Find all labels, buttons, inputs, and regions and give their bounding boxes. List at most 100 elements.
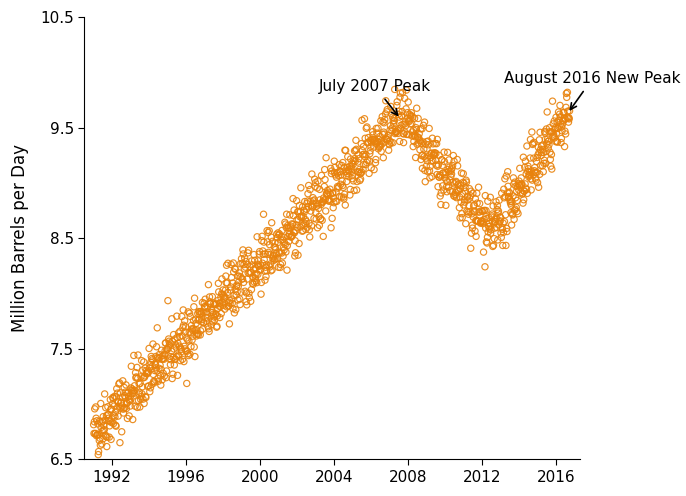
Point [213,288,224,296]
Point [362,139,373,147]
Point [377,140,388,148]
Point [282,222,293,230]
Point [390,128,401,136]
Point [368,143,379,151]
Point [378,128,389,136]
Point [530,169,541,177]
Point [554,123,565,131]
Point [150,367,161,374]
Point [432,135,443,143]
Point [219,293,230,301]
Point [305,186,316,193]
Point [368,131,379,139]
Point [290,227,301,235]
Point [451,178,462,186]
Point [501,228,512,236]
Point [527,140,538,148]
Point [250,271,261,279]
Point [534,128,545,136]
Point [521,142,532,150]
Point [224,297,235,305]
Point [180,328,191,336]
Point [255,266,265,274]
Point [182,336,193,344]
Point [534,170,545,178]
Point [114,402,125,410]
Point [331,197,342,205]
Point [189,294,200,302]
Point [129,382,140,390]
Point [405,115,416,123]
Point [351,145,362,153]
Point [361,124,372,132]
Point [231,282,242,290]
Point [130,369,141,376]
Point [255,261,266,269]
Point [288,229,299,237]
Point [341,178,352,186]
Point [330,197,341,205]
Point [473,184,484,191]
Point [273,231,284,239]
Point [407,132,418,140]
Point [103,414,114,422]
Point [482,215,493,223]
Point [458,170,469,178]
Point [121,405,132,413]
Point [548,130,559,138]
Point [326,170,337,178]
Point [361,158,372,166]
Point [139,373,150,381]
Point [448,152,459,160]
Point [206,317,217,325]
Point [215,310,226,317]
Point [168,354,179,362]
Point [240,257,251,265]
Point [125,392,136,400]
Point [194,310,205,318]
Point [102,433,113,441]
Point [142,368,153,376]
Point [519,163,530,171]
Point [413,139,424,147]
Point [162,345,173,353]
Point [469,207,480,215]
Point [95,424,106,432]
Point [149,379,160,387]
Point [215,299,226,307]
Point [185,350,196,358]
Point [259,276,270,284]
Point [426,149,437,157]
Point [432,162,443,170]
Point [178,358,189,366]
Point [353,168,364,176]
Point [293,207,304,215]
Point [339,190,350,198]
Point [161,346,172,354]
Point [445,186,456,194]
Point [207,293,218,301]
Point [188,325,199,333]
Point [394,93,405,101]
Point [178,321,189,329]
Point [558,108,569,116]
Point [257,247,268,255]
Point [170,341,181,349]
Point [457,190,468,198]
Point [477,217,488,225]
Point [535,146,546,154]
Point [346,163,357,171]
Point [415,125,426,133]
Point [180,347,191,355]
Point [248,280,259,288]
Point [106,435,117,443]
Point [350,146,361,154]
Point [401,130,412,138]
Point [124,396,135,404]
Point [358,161,369,169]
Point [195,331,206,339]
Point [279,218,290,226]
Point [311,184,322,192]
Point [442,178,453,186]
Point [281,210,292,218]
